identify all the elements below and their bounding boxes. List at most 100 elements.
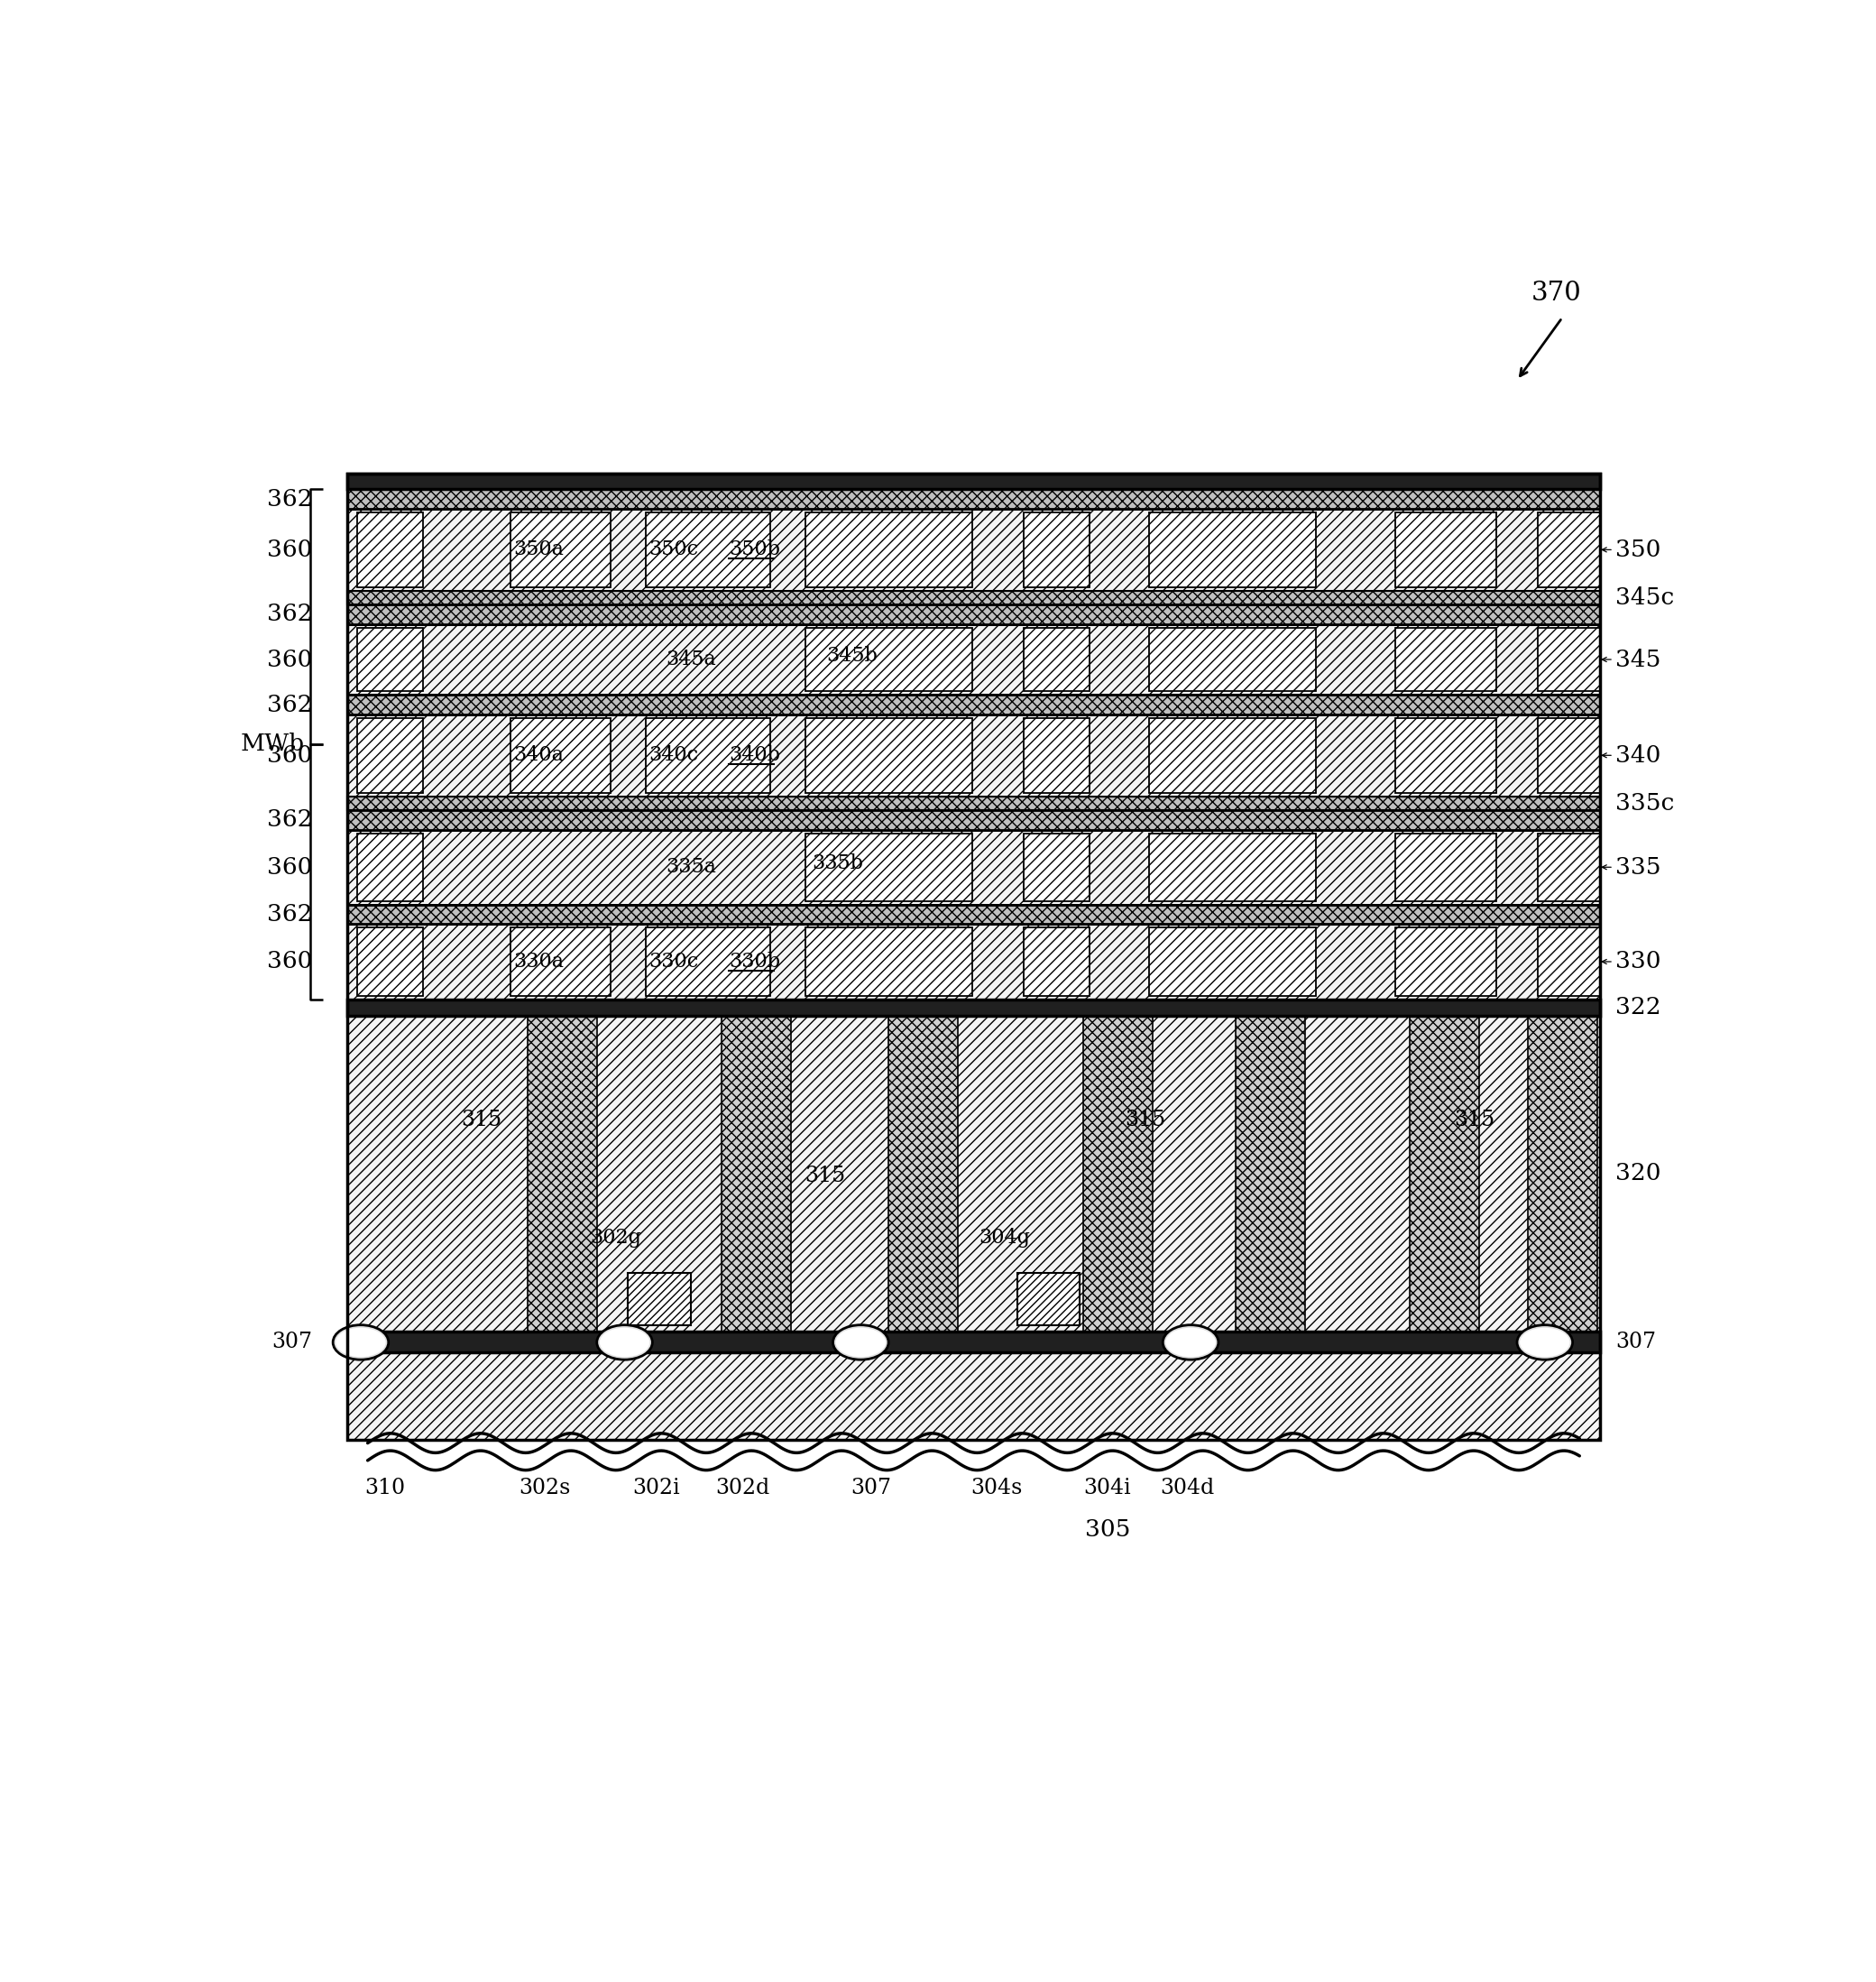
Ellipse shape: [833, 1324, 889, 1360]
Text: 350c: 350c: [649, 539, 698, 559]
Ellipse shape: [597, 1324, 653, 1360]
Ellipse shape: [835, 1328, 885, 1358]
Text: 315: 315: [1454, 1110, 1495, 1130]
Text: 360: 360: [266, 648, 311, 670]
Text: 362: 362: [266, 809, 311, 830]
Text: 304i: 304i: [1084, 1479, 1131, 1498]
Text: 340: 340: [1615, 743, 1660, 767]
Text: 335c: 335c: [1615, 793, 1675, 815]
Text: 335a: 335a: [666, 858, 717, 878]
Bar: [1527, 1017, 1596, 1332]
Ellipse shape: [336, 1328, 386, 1358]
Bar: [1396, 832, 1497, 902]
Text: 330b: 330b: [728, 951, 780, 971]
Bar: [347, 1332, 1600, 1354]
Text: 340b: 340b: [728, 745, 780, 765]
Bar: [1024, 928, 1090, 995]
Bar: [628, 1272, 690, 1324]
Text: 340a: 340a: [514, 745, 565, 765]
Bar: [1082, 1017, 1152, 1332]
Bar: [1017, 1272, 1079, 1324]
Text: 315: 315: [1124, 1110, 1165, 1130]
Text: 340c: 340c: [649, 745, 698, 765]
Text: 322: 322: [1615, 997, 1662, 1019]
Text: 335: 335: [1615, 856, 1662, 878]
Bar: [805, 832, 972, 902]
Text: 362: 362: [266, 904, 311, 926]
Bar: [347, 1354, 1600, 1439]
Bar: [1538, 628, 1600, 692]
Text: 330c: 330c: [649, 951, 698, 971]
Bar: [1148, 928, 1315, 995]
Bar: [1396, 928, 1497, 995]
Text: 360: 360: [266, 856, 311, 878]
Bar: [805, 717, 972, 793]
Bar: [1024, 717, 1090, 793]
Bar: [1024, 511, 1090, 587]
Ellipse shape: [600, 1328, 649, 1358]
Text: 304g: 304g: [979, 1229, 1030, 1249]
Text: 302g: 302g: [589, 1229, 642, 1249]
Bar: [347, 797, 1600, 811]
Text: 362: 362: [266, 694, 311, 716]
Bar: [1538, 717, 1600, 793]
Bar: [347, 999, 1600, 1017]
Ellipse shape: [332, 1324, 388, 1360]
Bar: [347, 830, 1600, 904]
Bar: [1148, 511, 1315, 587]
Text: 350b: 350b: [728, 539, 780, 559]
Bar: [1148, 717, 1315, 793]
Ellipse shape: [1165, 1328, 1216, 1358]
Bar: [1396, 511, 1497, 587]
Bar: [347, 474, 1600, 490]
Bar: [347, 591, 1600, 605]
Bar: [510, 717, 612, 793]
Bar: [1148, 628, 1315, 692]
Bar: [356, 717, 424, 793]
Text: 315: 315: [805, 1165, 846, 1185]
Text: 330a: 330a: [514, 951, 565, 971]
Bar: [347, 1017, 1600, 1332]
Text: 304d: 304d: [1159, 1479, 1214, 1498]
Text: 307: 307: [272, 1332, 311, 1352]
Bar: [347, 811, 1600, 830]
Bar: [356, 628, 424, 692]
Bar: [1024, 628, 1090, 692]
Bar: [347, 624, 1600, 696]
Bar: [1538, 832, 1600, 902]
Bar: [645, 928, 771, 995]
Text: 350: 350: [1615, 539, 1660, 561]
Bar: [1236, 1017, 1306, 1332]
Bar: [347, 509, 1600, 591]
Ellipse shape: [1163, 1324, 1218, 1360]
Bar: [527, 1017, 597, 1332]
Bar: [805, 628, 972, 692]
Text: 360: 360: [266, 539, 311, 561]
Text: 345a: 345a: [666, 650, 717, 670]
Bar: [510, 928, 612, 995]
Text: 370: 370: [1531, 281, 1581, 305]
Bar: [347, 714, 1600, 797]
Bar: [347, 605, 1600, 624]
Text: 345c: 345c: [1615, 587, 1675, 608]
Text: 305: 305: [1084, 1518, 1129, 1540]
Text: 345b: 345b: [825, 646, 878, 666]
Text: 360: 360: [266, 951, 311, 973]
Text: 307: 307: [852, 1479, 891, 1498]
Text: 345: 345: [1615, 648, 1660, 670]
Bar: [347, 474, 1600, 1439]
Bar: [645, 511, 771, 587]
Text: 310: 310: [364, 1479, 405, 1498]
Text: 320: 320: [1615, 1161, 1662, 1185]
Text: 304s: 304s: [970, 1479, 1022, 1498]
Text: 302s: 302s: [520, 1479, 570, 1498]
Text: MWb: MWb: [240, 733, 304, 755]
Bar: [805, 511, 972, 587]
Text: 362: 362: [266, 488, 311, 509]
Bar: [645, 717, 771, 793]
Bar: [722, 1017, 792, 1332]
Ellipse shape: [1520, 1328, 1570, 1358]
Bar: [356, 832, 424, 902]
Text: 302i: 302i: [632, 1479, 679, 1498]
Bar: [889, 1017, 959, 1332]
